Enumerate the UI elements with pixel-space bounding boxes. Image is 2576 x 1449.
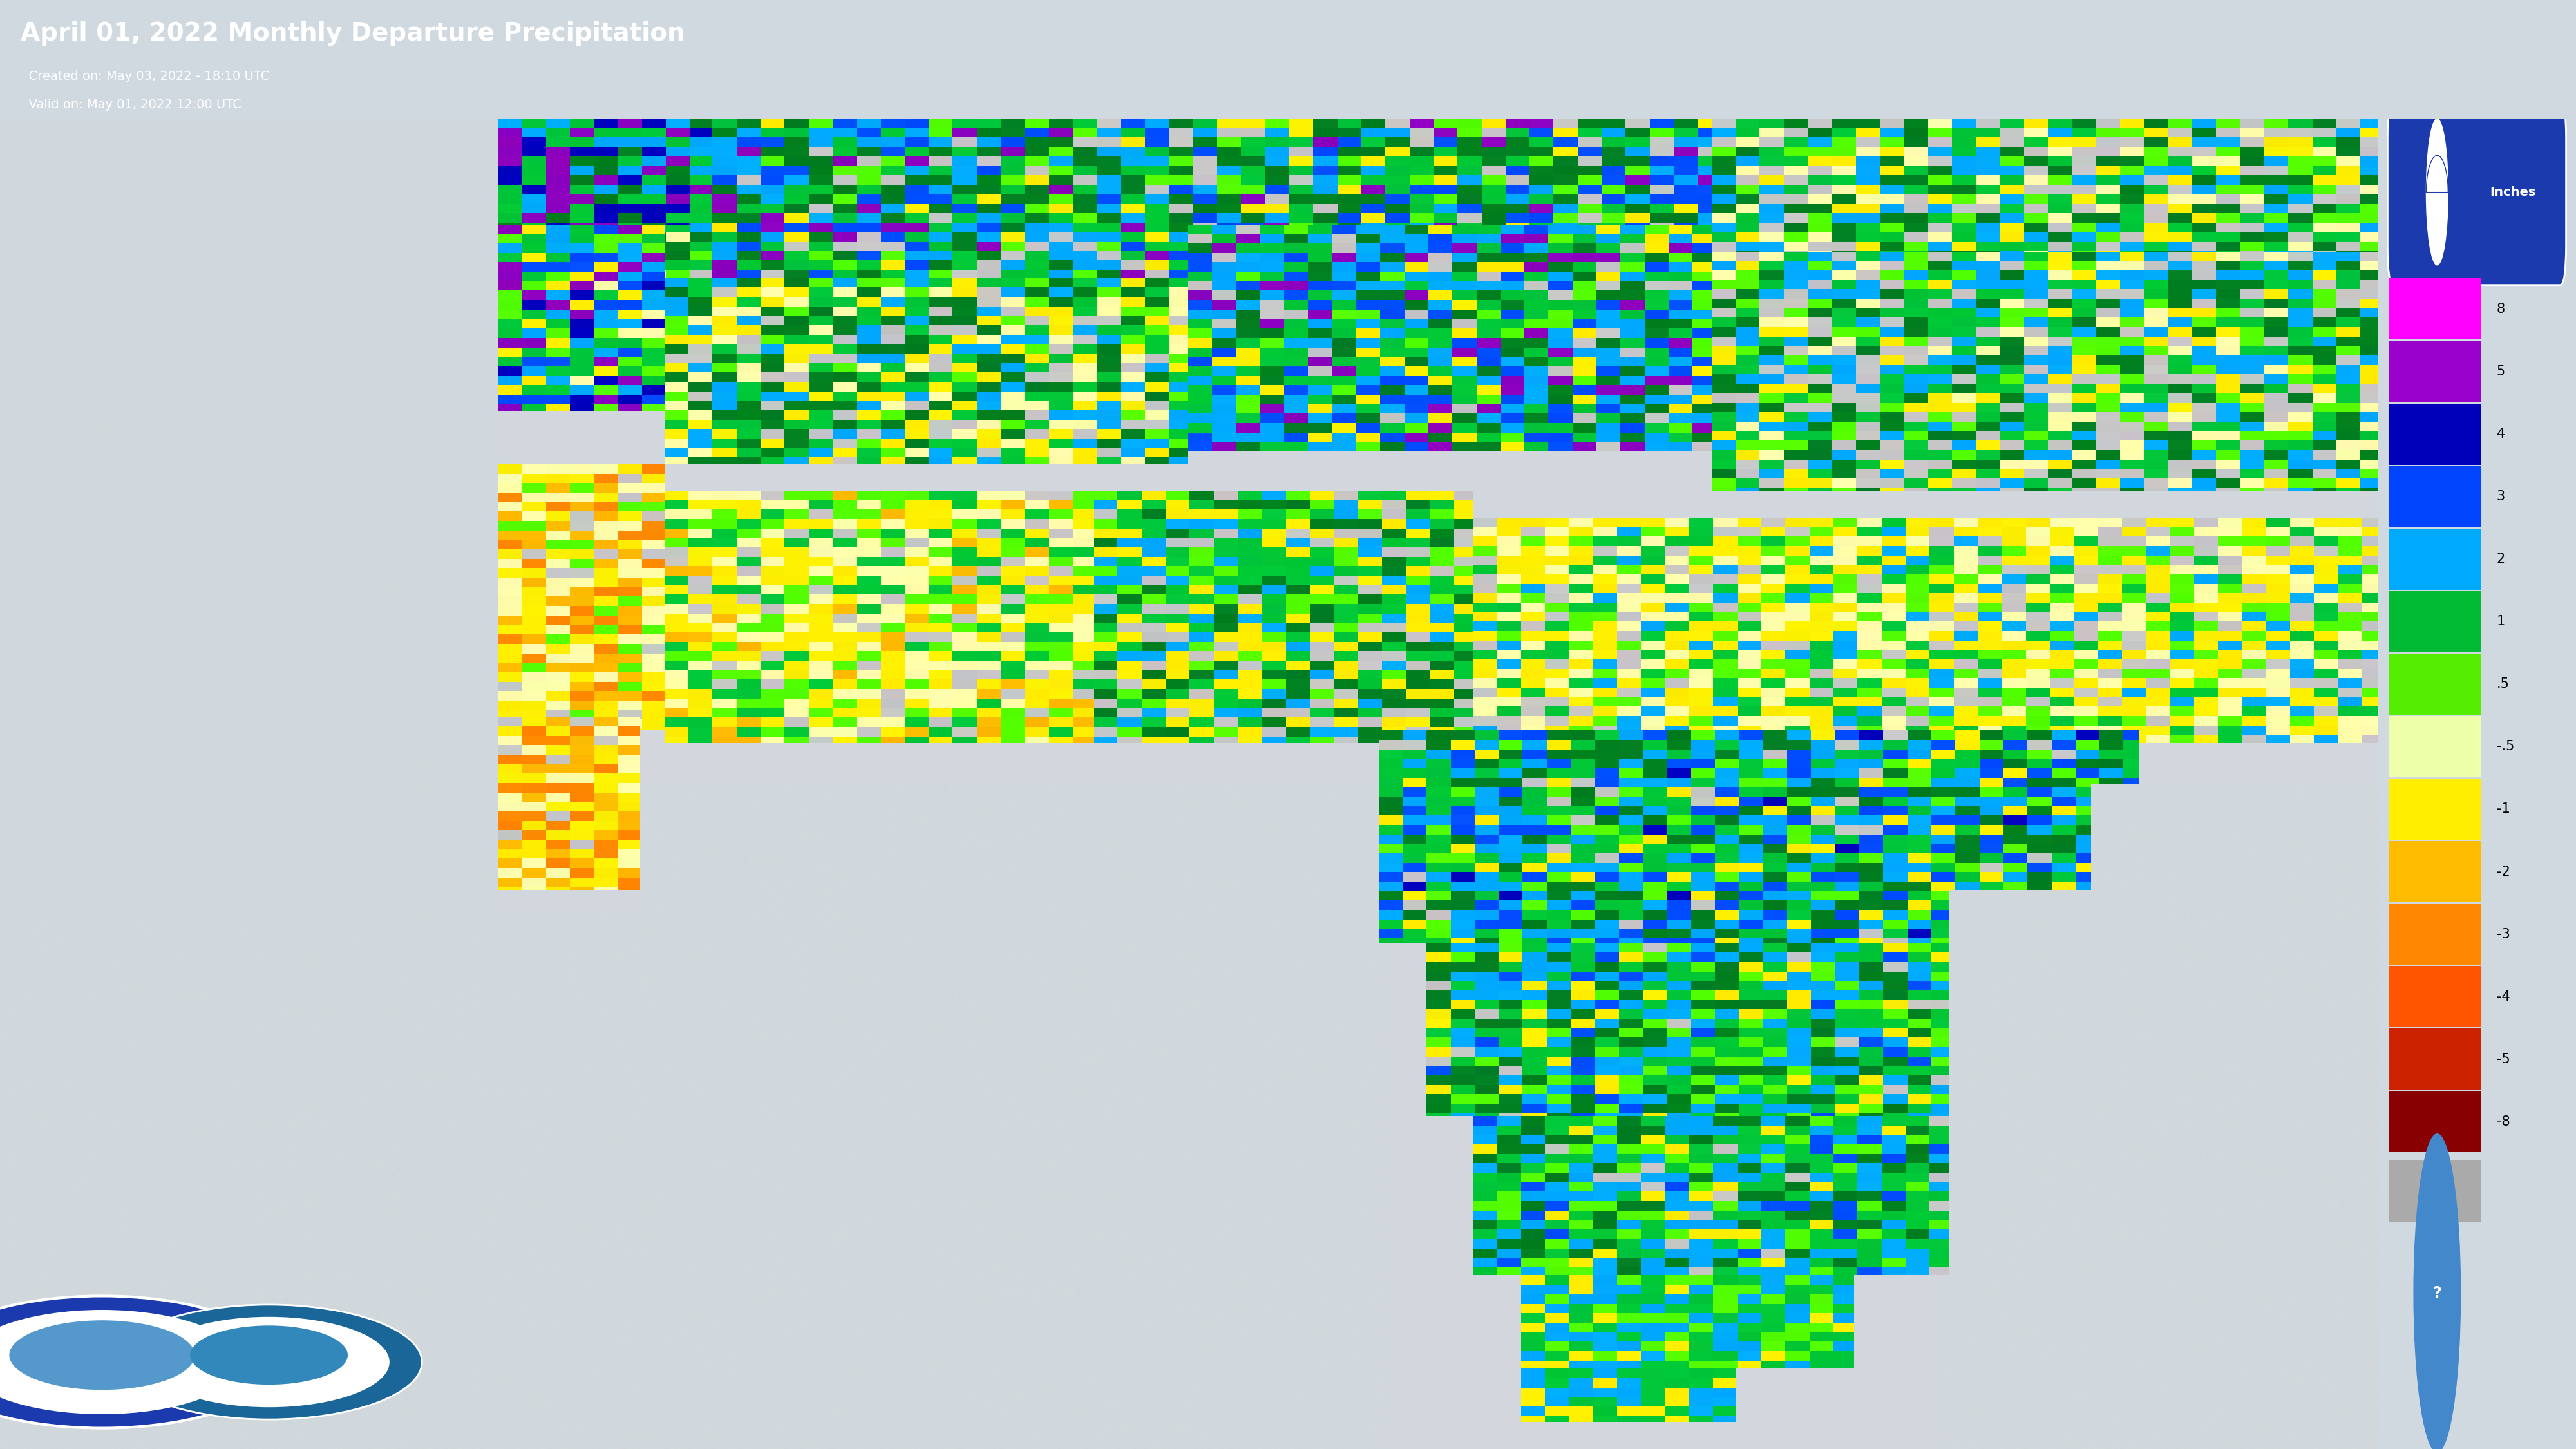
Text: .5: .5: [2496, 678, 2509, 691]
Bar: [2391, 716, 2481, 777]
Bar: [2391, 1161, 2481, 1222]
Text: 4: 4: [2496, 427, 2506, 440]
Text: April 01, 2022 Monthly Departure Precipitation: April 01, 2022 Monthly Departure Precipi…: [21, 22, 685, 45]
Bar: [2391, 403, 2481, 465]
Text: -4: -4: [2496, 990, 2509, 1003]
Text: -5: -5: [2496, 1053, 2509, 1065]
Bar: [2391, 840, 2481, 903]
Circle shape: [0, 1295, 278, 1429]
Bar: [2391, 591, 2481, 652]
Circle shape: [10, 1320, 196, 1390]
Text: 8: 8: [2496, 303, 2504, 316]
Bar: [2391, 529, 2481, 590]
Text: -1: -1: [2496, 803, 2509, 816]
Text: 3: 3: [2496, 490, 2506, 503]
Bar: [2391, 778, 2481, 840]
Circle shape: [191, 1326, 348, 1385]
Text: -2: -2: [2496, 865, 2509, 878]
Text: NATIONAL
WEATHER SERVICE: NATIONAL WEATHER SERVICE: [75, 1397, 131, 1410]
Text: -.5: -.5: [2496, 740, 2514, 753]
Text: Inches: Inches: [2488, 185, 2535, 199]
Bar: [2391, 467, 2481, 527]
Bar: [2391, 904, 2481, 965]
Circle shape: [116, 1304, 422, 1420]
Circle shape: [2427, 119, 2447, 265]
Text: -3: -3: [2496, 927, 2509, 940]
Text: ?: ?: [2432, 1285, 2442, 1301]
Bar: [2391, 653, 2481, 714]
Text: NOAA: NOAA: [260, 1398, 278, 1406]
Bar: [2391, 341, 2481, 403]
Circle shape: [0, 1310, 242, 1414]
Bar: [2391, 1091, 2481, 1152]
Text: Valid on: May 01, 2022 12:00 UTC: Valid on: May 01, 2022 12:00 UTC: [21, 99, 242, 110]
Text: 2: 2: [2496, 552, 2506, 565]
Bar: [2391, 1029, 2481, 1090]
FancyBboxPatch shape: [2388, 99, 2566, 285]
Text: 1: 1: [2496, 616, 2506, 627]
Bar: [2391, 966, 2481, 1027]
Circle shape: [149, 1317, 389, 1407]
Text: -8: -8: [2496, 1116, 2509, 1129]
Text: 5: 5: [2496, 365, 2506, 378]
Text: Created on: May 03, 2022 - 18:10 UTC: Created on: May 03, 2022 - 18:10 UTC: [21, 70, 270, 83]
Bar: [2391, 278, 2481, 339]
Circle shape: [2414, 1133, 2460, 1449]
